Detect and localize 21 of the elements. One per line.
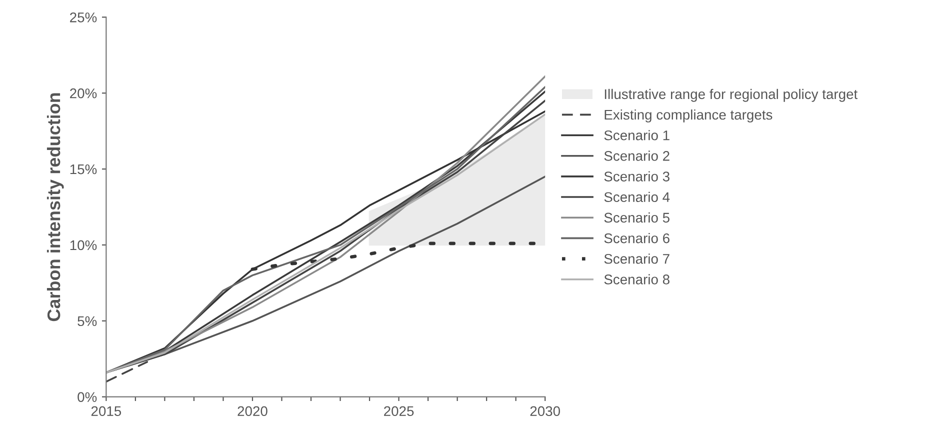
- y-axis-title: Carbon intensity reduction: [46, 93, 64, 322]
- legend-label: Scenario 8: [604, 274, 670, 284]
- legend-label: Scenario 5: [604, 212, 670, 223]
- legend-label: Scenario 3: [604, 171, 670, 182]
- x-tick-label: 2020: [238, 406, 268, 416]
- legend-label: Existing compliance targets: [604, 109, 772, 122]
- legend-label: Scenario 1: [604, 130, 670, 140]
- y-tick-label: 0%: [78, 392, 97, 402]
- y-tick-label: 10%: [70, 240, 97, 250]
- y-tick-label: 15%: [70, 164, 97, 174]
- x-tick-label: 2030: [530, 406, 560, 416]
- x-tick-label: 2015: [91, 406, 122, 416]
- y-tick-label: 25%: [70, 12, 97, 22]
- legend-label: Scenario 4: [604, 192, 670, 202]
- legend-label: Illustrative range for regional policy target: [604, 88, 858, 102]
- legend-label: Scenario 6: [604, 233, 670, 244]
- x-tick-label: 2025: [384, 406, 414, 416]
- y-tick-label: 5%: [78, 316, 97, 326]
- legend-label: Scenario 2: [604, 150, 670, 161]
- legend-label: Scenario 7: [604, 254, 670, 264]
- y-tick-label: 20%: [70, 88, 97, 98]
